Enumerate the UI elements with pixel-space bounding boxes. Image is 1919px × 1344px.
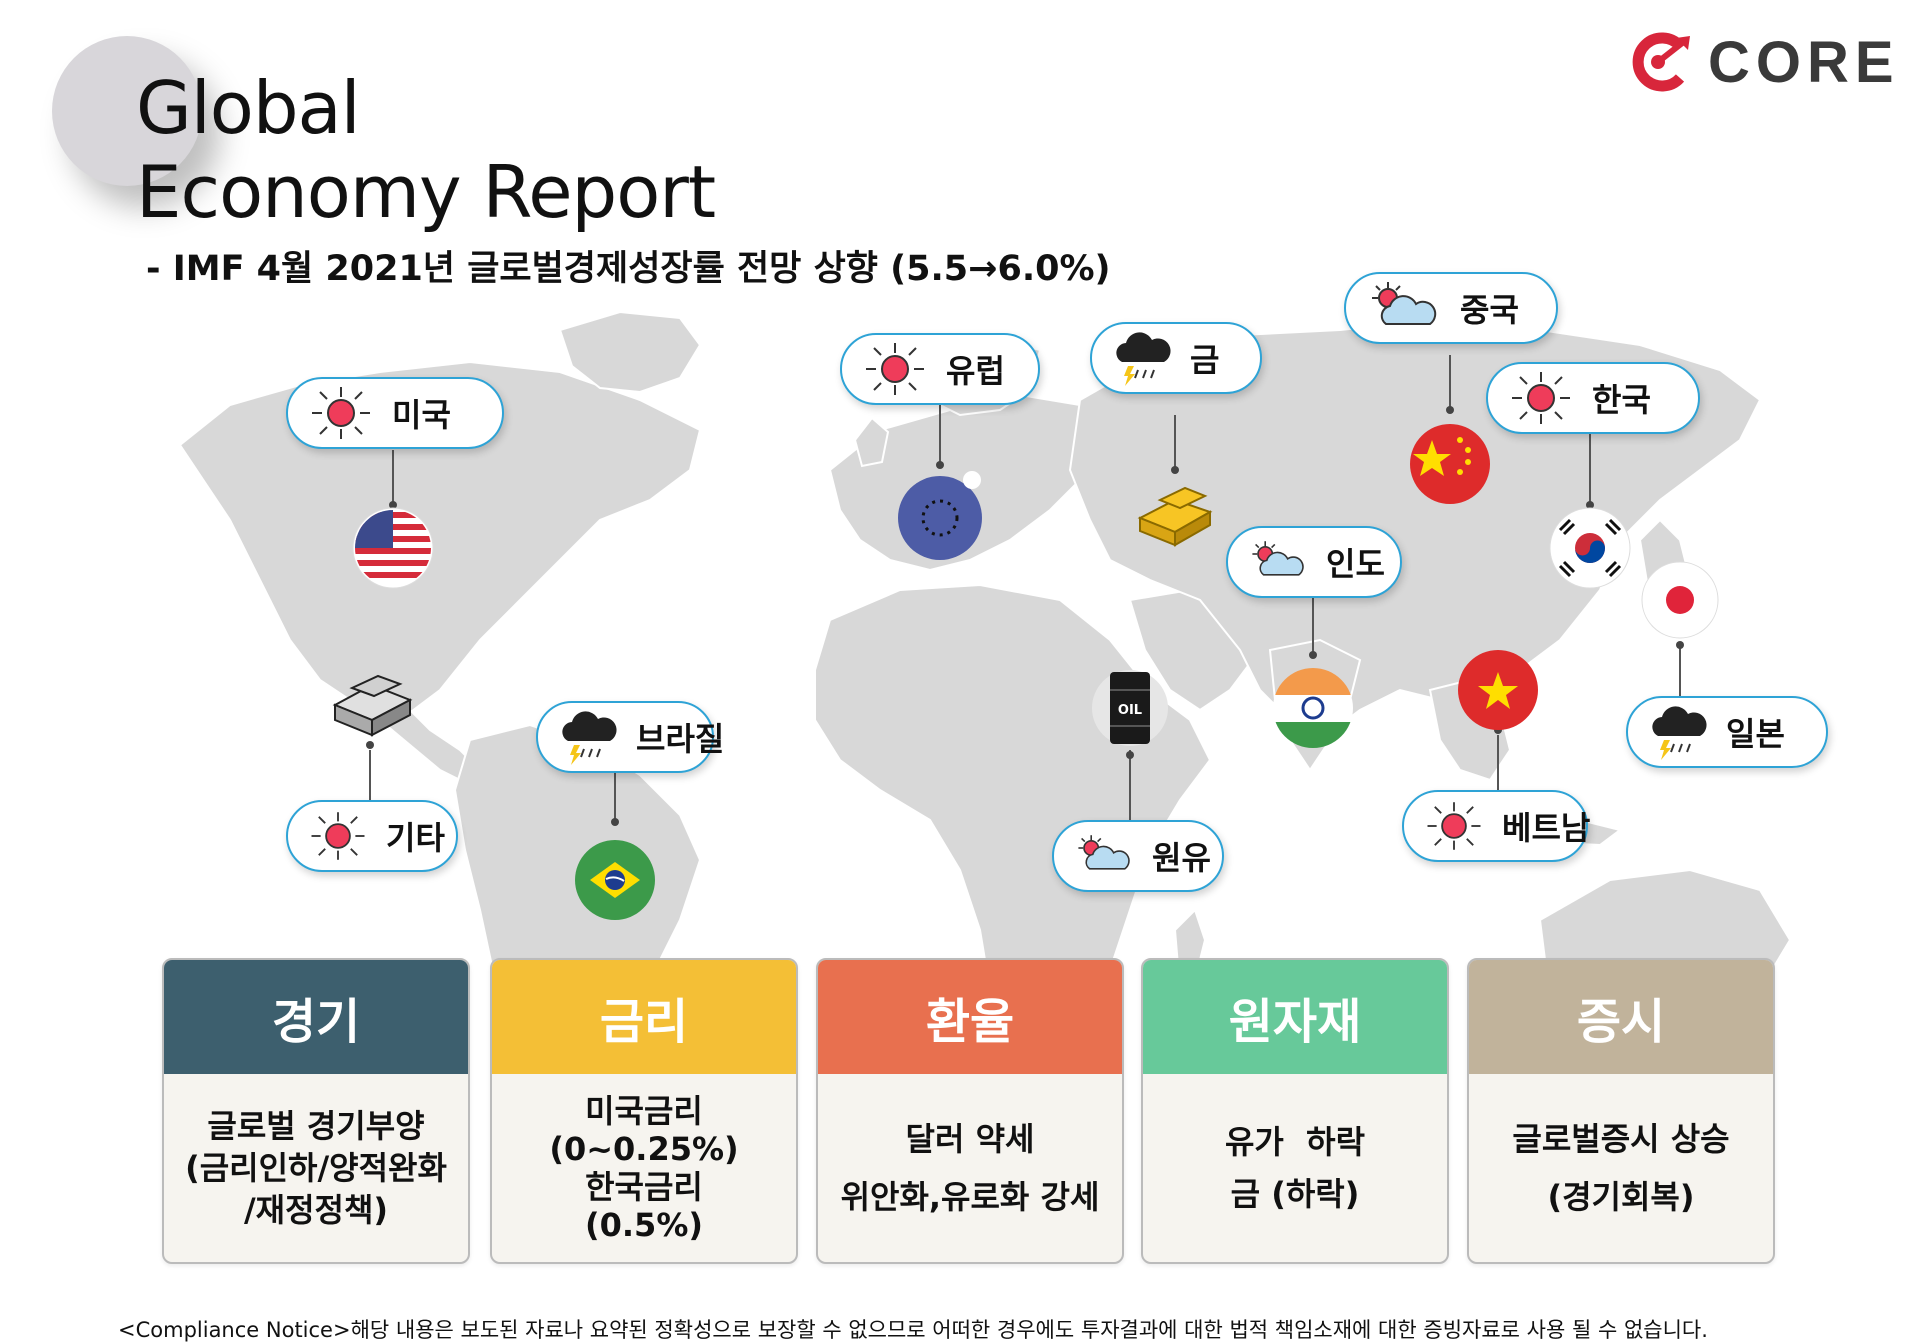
- vietnam-flag-marker: [1458, 650, 1538, 730]
- eu-flag-marker: [898, 476, 982, 560]
- card-line: 달러 약세: [905, 1120, 1035, 1158]
- card-economy: 경기 글로벌 경기부양 (금리인하/양적완화 /재정정책): [162, 958, 470, 1264]
- core-logo: CORE: [1628, 29, 1900, 95]
- sun-icon: [1427, 802, 1481, 850]
- page-title: Global Economy Report: [136, 66, 716, 234]
- card-line: 위안화,유로화 강세: [840, 1178, 1100, 1216]
- bubble-korea: 한국: [1486, 362, 1700, 434]
- partly-cloudy-icon: [1252, 541, 1304, 576]
- bubble-brazil: 브라질: [536, 701, 724, 773]
- storm-cloud-icon: [562, 711, 617, 765]
- card-title: 증시: [1469, 960, 1773, 1074]
- partly-cloudy-icon: [1078, 835, 1130, 870]
- gold-bars-marker: [1137, 486, 1213, 547]
- silver-bars-marker: [332, 674, 413, 737]
- bubble-label: 기타: [386, 819, 445, 857]
- india-flag-marker: [1273, 668, 1353, 748]
- bubble-label: 중국: [1460, 291, 1519, 329]
- card-body: 달러 약세 위안화,유로화 강세: [818, 1074, 1122, 1262]
- bubble-crude-oil: 원유: [1052, 820, 1224, 892]
- card-line: /재정정책): [243, 1191, 389, 1229]
- logo-text: CORE: [1708, 29, 1900, 95]
- china-flag-marker: [1410, 424, 1490, 504]
- card-title: 경기: [164, 960, 468, 1074]
- bubble-label: 유럽: [946, 352, 1005, 390]
- card-body: 글로벌증시 상승 (경기회복): [1469, 1074, 1773, 1262]
- oil-barrel-text: OIL: [1118, 703, 1142, 718]
- partly-cloudy-icon: [1372, 282, 1437, 325]
- bubble-label: 일본: [1726, 715, 1785, 753]
- bubble-china: 중국: [1344, 272, 1558, 344]
- card-title: 금리: [492, 960, 796, 1074]
- title-line-1: Global: [136, 66, 361, 150]
- card-exchange-rate: 환율 달러 약세 위안화,유로화 강세: [816, 958, 1124, 1264]
- card-interest-rate: 금리 미국금리 (0~0.25%) 한국금리 (0.5%): [490, 958, 798, 1264]
- compliance-notice: <Compliance Notice>해당 내용은 보도된 자료나 요약된 정확…: [118, 1318, 1708, 1342]
- bubble-label: 원유: [1152, 839, 1211, 877]
- card-line: (0.5%): [585, 1206, 703, 1244]
- bubble-india: 인도: [1226, 526, 1402, 598]
- oil-barrel-marker: OIL: [1092, 670, 1168, 746]
- korea-flag-marker: [1549, 507, 1631, 589]
- card-line: (금리인하/양적완화: [185, 1149, 447, 1187]
- card-line: (0~0.25%): [549, 1130, 739, 1168]
- card-body: 글로벌 경기부양 (금리인하/양적완화 /재정정책): [164, 1074, 468, 1262]
- sun-icon: [311, 812, 365, 860]
- card-stock-market: 증시 글로벌증시 상승 (경기회복): [1467, 958, 1775, 1264]
- usa-flag-marker: [352, 507, 434, 589]
- sun-icon: [1512, 372, 1570, 424]
- japan-flag-marker: [1641, 561, 1719, 639]
- title-line-2: Economy Report: [136, 150, 716, 234]
- card-title: 원자재: [1143, 960, 1447, 1074]
- sun-icon: [312, 387, 370, 439]
- card-line: 유가 하락: [1224, 1123, 1366, 1161]
- card-line: 글로벌 경기부양: [207, 1107, 425, 1145]
- north-america-shape: [178, 360, 702, 732]
- brazil-flag-marker: [575, 840, 655, 920]
- storm-cloud-icon: [1652, 706, 1707, 760]
- card-line: 금 (하락): [1230, 1175, 1360, 1213]
- bubble-label: 금: [1190, 341, 1220, 379]
- greenland-shape: [558, 310, 702, 394]
- bubble-vietnam: 베트남: [1402, 790, 1591, 862]
- bubble-japan: 일본: [1626, 696, 1828, 768]
- sun-icon: [866, 343, 924, 395]
- bubble-label: 브라질: [636, 720, 725, 758]
- bubble-other: 기타: [286, 800, 458, 872]
- card-line: 미국금리: [585, 1092, 703, 1130]
- decorative-circle: [52, 36, 202, 186]
- card-title: 환율: [818, 960, 1122, 1074]
- bubble-europe: 유럽: [840, 333, 1040, 405]
- page-subtitle: - IMF 4월 2021년 글로벌경제성장률 전망 상향 (5.5→6.0%): [146, 249, 1111, 289]
- bubble-gold: 금: [1090, 322, 1262, 394]
- bubble-label: 베트남: [1502, 809, 1591, 847]
- card-line: (경기회복): [1547, 1178, 1695, 1216]
- card-line: 글로벌증시 상승: [1512, 1120, 1730, 1158]
- bubble-label: 미국: [392, 396, 451, 434]
- bubble-label: 한국: [1592, 381, 1651, 419]
- bubble-label: 인도: [1326, 545, 1385, 583]
- card-line: 한국금리: [585, 1168, 703, 1206]
- core-logo-icon: [1632, 32, 1690, 92]
- card-body: 미국금리 (0~0.25%) 한국금리 (0.5%): [492, 1074, 796, 1262]
- card-commodities: 원자재 유가 하락 금 (하락): [1141, 958, 1449, 1264]
- storm-cloud-icon: [1116, 332, 1171, 386]
- uk-shape: [853, 416, 890, 468]
- bubble-usa: 미국: [286, 377, 504, 449]
- card-body: 유가 하락 금 (하락): [1143, 1074, 1447, 1262]
